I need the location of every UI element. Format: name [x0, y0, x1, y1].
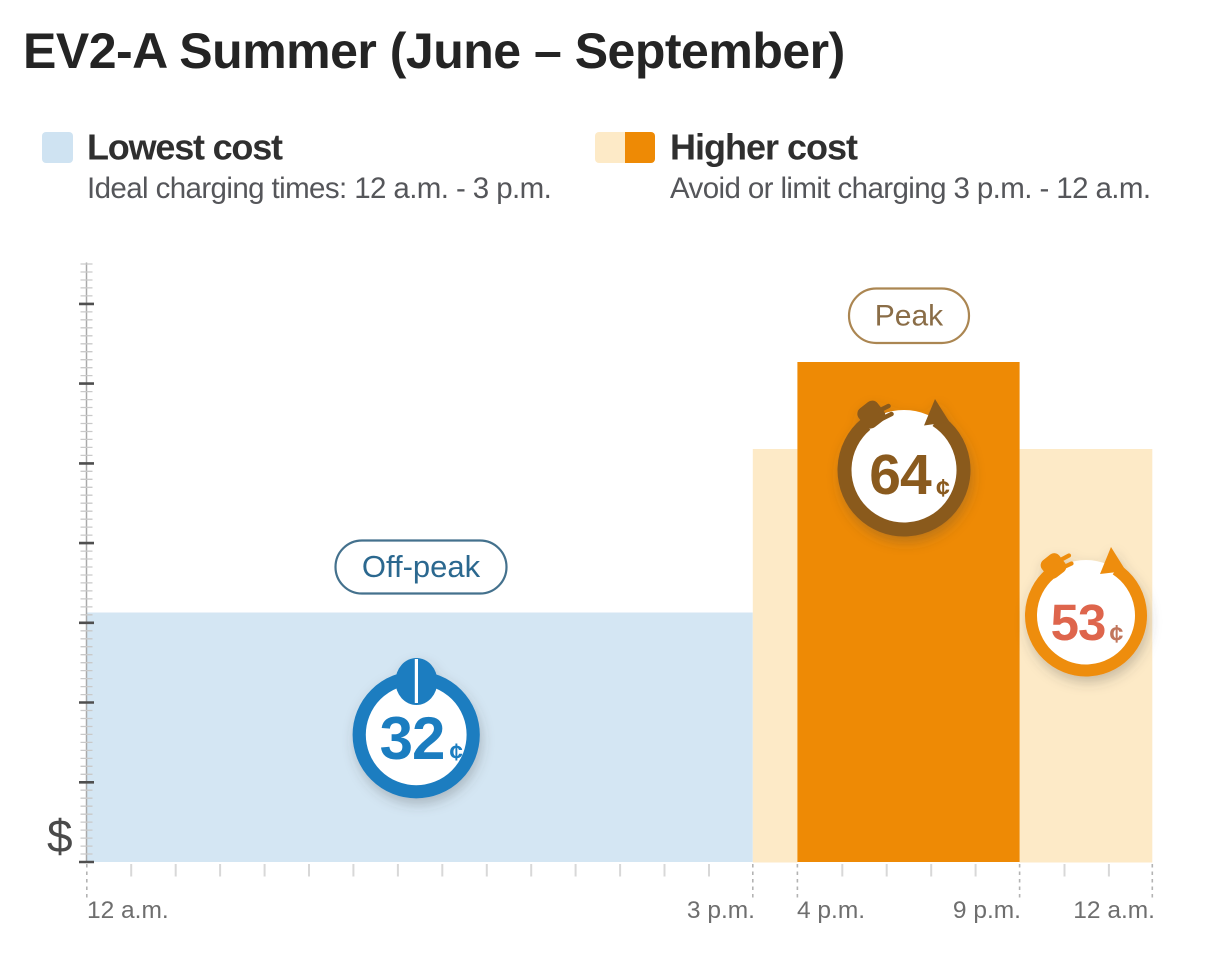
svg-text:Off-peak: Off-peak — [362, 549, 481, 584]
svg-text:Peak: Peak — [875, 300, 944, 333]
svg-text:$: $ — [47, 810, 73, 862]
svg-text:Higher cost: Higher cost — [670, 127, 858, 168]
svg-text:Ideal charging times: 12 a.m.: Ideal charging times: 12 a.m. - 3 p.m. — [87, 172, 551, 205]
svg-text:12 a.m.: 12 a.m. — [1073, 897, 1155, 924]
svg-text:¢: ¢ — [1110, 621, 1124, 649]
svg-text:64: 64 — [869, 443, 932, 507]
svg-text:4 p.m.: 4 p.m. — [797, 897, 865, 924]
svg-text:EV2-A Summer (June – September: EV2-A Summer (June – September) — [23, 23, 845, 79]
svg-text:¢: ¢ — [936, 475, 950, 503]
svg-text:3 p.m.: 3 p.m. — [687, 897, 755, 924]
svg-text:32: 32 — [380, 705, 445, 772]
svg-text:Lowest cost: Lowest cost — [87, 127, 283, 168]
svg-text:Avoid or limit charging 3 p.m.: Avoid or limit charging 3 p.m. - 12 a.m. — [670, 172, 1150, 205]
svg-text:12 a.m.: 12 a.m. — [87, 897, 169, 924]
svg-text:¢: ¢ — [450, 739, 463, 766]
svg-text:53: 53 — [1051, 594, 1106, 651]
svg-text:9 p.m.: 9 p.m. — [953, 897, 1021, 924]
